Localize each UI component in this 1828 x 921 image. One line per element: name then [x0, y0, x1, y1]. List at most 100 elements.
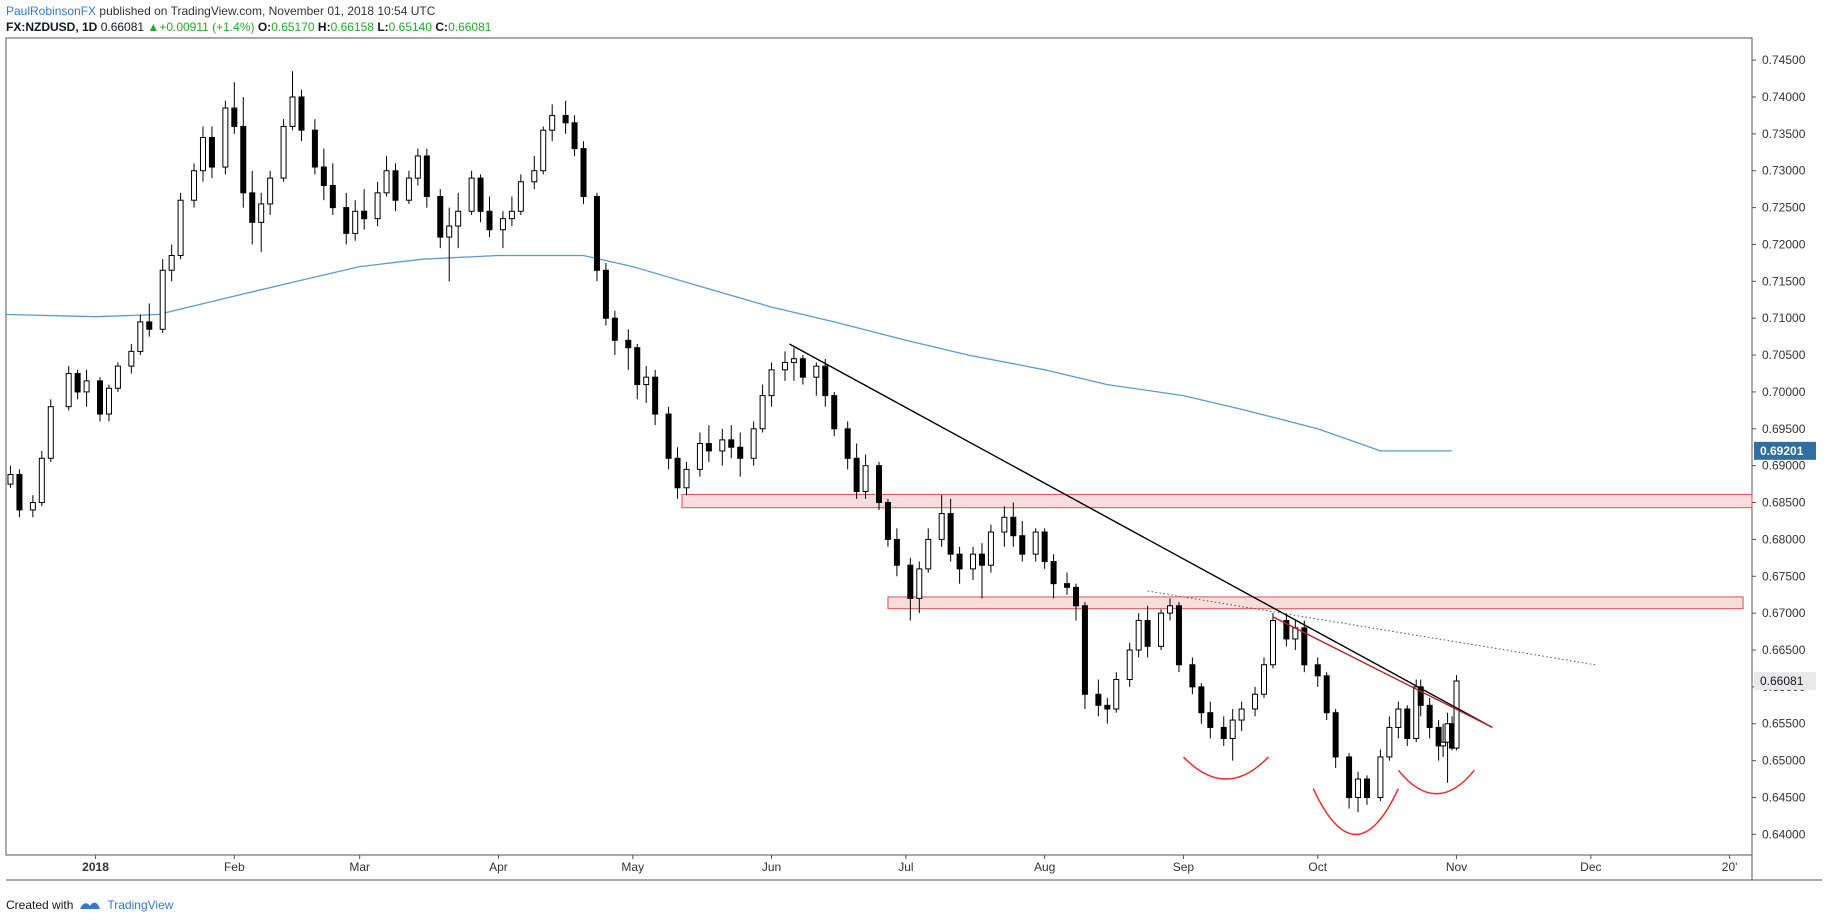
candle	[352, 210, 359, 234]
time-tick-label: Aug	[1034, 860, 1055, 874]
candle	[737, 446, 744, 459]
candle	[499, 218, 506, 231]
candle	[249, 192, 256, 223]
candle	[1113, 679, 1120, 710]
candle	[1323, 675, 1330, 714]
price-tick-label: 0.69000	[1762, 459, 1806, 473]
candle	[750, 428, 757, 459]
time-tick-label: Feb	[224, 860, 245, 874]
publish-info: published on TradingView.com, November 0…	[99, 4, 436, 18]
candle	[1019, 535, 1026, 555]
price-tick-label: 0.64500	[1762, 790, 1806, 804]
candle	[280, 125, 287, 179]
candle	[1081, 605, 1088, 695]
candle	[1135, 620, 1142, 651]
candle	[822, 365, 829, 397]
time-axis[interactable]: 2018 Feb Mar Apr May Jun Jul Aug Sep Oct Nov Dec 20'	[82, 855, 1737, 874]
candle	[1095, 693, 1102, 706]
change-value: ▲	[147, 20, 160, 34]
candle	[7, 474, 14, 485]
candle	[956, 553, 963, 570]
candle	[258, 203, 265, 223]
time-tick-label: May	[621, 860, 644, 874]
time-tick-label: Jun	[762, 860, 781, 874]
price-axis[interactable]: 0.74500 0.74000 0.73500 0.73000 0.72500 0.720…	[1752, 53, 1816, 841]
candle	[343, 207, 350, 234]
candle	[876, 465, 882, 504]
open-label: O:	[257, 20, 272, 34]
price-tick-label: 0.70000	[1762, 385, 1806, 399]
time-tick-label: Apr	[489, 860, 508, 874]
candle	[1050, 561, 1057, 585]
candle	[813, 365, 820, 378]
candle	[893, 538, 900, 566]
ma-value-tag-label: 0.69201	[1760, 444, 1804, 458]
candle	[329, 184, 336, 209]
price-tick-label: 0.72000	[1762, 237, 1806, 251]
pattern-arcs	[1182, 756, 1476, 835]
candle	[65, 373, 72, 408]
moving-average	[5, 254, 1452, 452]
candle	[652, 376, 659, 415]
candle	[611, 317, 618, 341]
high-value: 0.66158	[330, 20, 374, 34]
candle	[1261, 664, 1268, 695]
price-tick-label: 0.71500	[1762, 274, 1806, 288]
candle	[862, 465, 869, 492]
low-label: L:	[377, 20, 389, 34]
candle	[665, 413, 672, 459]
candle	[468, 177, 475, 212]
price-tick-label: 0.73000	[1762, 164, 1806, 178]
candle	[1363, 778, 1370, 798]
footer: Created with TradingView	[6, 898, 173, 912]
candle	[571, 122, 578, 150]
candle	[831, 395, 838, 430]
candle	[1301, 627, 1308, 666]
candle	[634, 347, 641, 386]
close-value: 0.66081	[448, 20, 492, 34]
candle	[74, 373, 81, 393]
pattern-arc-2	[1397, 769, 1476, 795]
candle	[97, 380, 104, 415]
candle	[38, 457, 45, 504]
candle	[916, 568, 923, 599]
candle	[1220, 726, 1227, 739]
candle	[1426, 704, 1433, 728]
candle	[987, 531, 994, 566]
time-tick-label: Jul	[898, 860, 913, 874]
publish-header: PaulRobinsonFX published on TradingView.…	[6, 3, 435, 19]
candle	[978, 553, 985, 566]
candle	[938, 513, 945, 540]
candle	[1032, 531, 1039, 555]
candle	[1198, 686, 1205, 714]
candle	[562, 114, 569, 124]
high-label: H:	[317, 20, 331, 34]
candle	[1355, 778, 1362, 798]
candle	[47, 406, 54, 459]
candle	[790, 358, 797, 363]
candle	[1041, 531, 1048, 563]
candle	[1332, 712, 1339, 758]
author-link[interactable]: PaulRobinsonFX	[6, 4, 97, 18]
candle	[1167, 605, 1173, 614]
candle	[298, 96, 305, 131]
last-price: 0.66081	[100, 20, 145, 34]
candle	[1283, 620, 1290, 640]
candle	[1386, 726, 1393, 758]
created-with-label: Created with	[6, 898, 74, 912]
time-tick-label: Nov	[1446, 860, 1467, 874]
candlesticks	[7, 71, 1460, 813]
last-price-tag	[1754, 671, 1816, 690]
candle	[1346, 756, 1353, 798]
candle	[191, 170, 198, 201]
candle	[1404, 708, 1411, 739]
trendlines	[789, 343, 1596, 729]
candle	[759, 395, 766, 430]
price-tick-label: 0.71000	[1762, 311, 1806, 325]
price-tick-label: 0.70500	[1762, 348, 1806, 362]
time-tick-label: Oct	[1308, 860, 1327, 874]
candle	[29, 502, 36, 511]
tradingview-brand-link[interactable]: TradingView	[107, 898, 174, 912]
candle	[1189, 664, 1196, 688]
